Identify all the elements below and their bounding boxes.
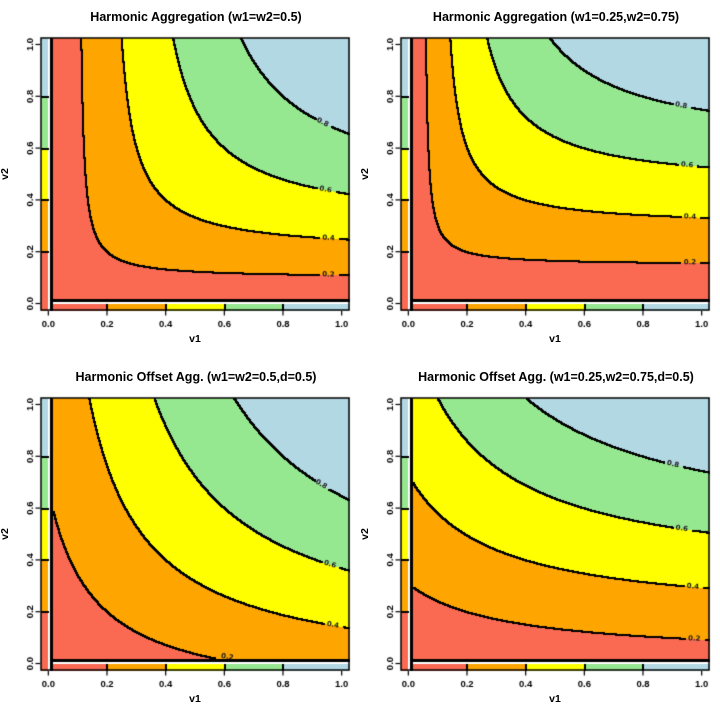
panel-2-y-axis-label: v2 xyxy=(359,168,371,180)
panel-4-x-axis-label: v1 xyxy=(549,693,561,705)
contour-panel-2: Harmonic Aggregation (w1=0.25,w2=0.75) v… xyxy=(359,0,720,360)
panel-1-x-axis-label: v1 xyxy=(189,333,201,345)
contour-canvas-4 xyxy=(360,360,720,720)
panel-1-y-axis-label: v2 xyxy=(0,168,11,180)
contour-canvas-2 xyxy=(360,0,720,360)
contour-panel-3: Harmonic Offset Agg. (w1=w2=0.5,d=0.5) v… xyxy=(0,360,360,720)
contour-canvas-3 xyxy=(0,360,360,720)
panel-1-title: Harmonic Aggregation (w1=w2=0.5) xyxy=(90,10,302,24)
panel-2-title: Harmonic Aggregation (w1=0.25,w2=0.75) xyxy=(432,10,680,24)
contour-panel-1: Harmonic Aggregation (w1=w2=0.5) v1 v2 xyxy=(0,0,360,360)
panel-2-x-axis-label: v1 xyxy=(549,333,561,345)
panel-4-title: Harmonic Offset Agg. (w1=0.25,w2=0.75,d=… xyxy=(418,370,694,384)
panel-3-x-axis-label: v1 xyxy=(189,693,201,705)
panel-3-title: Harmonic Offset Agg. (w1=w2=0.5,d=0.5) xyxy=(75,370,317,384)
panel-4-y-axis-label: v2 xyxy=(359,528,371,540)
contour-panel-4: Harmonic Offset Agg. (w1=0.25,w2=0.75,d=… xyxy=(359,360,720,720)
panel-3-y-axis-label: v2 xyxy=(0,528,11,540)
contour-canvas-1 xyxy=(0,0,360,360)
